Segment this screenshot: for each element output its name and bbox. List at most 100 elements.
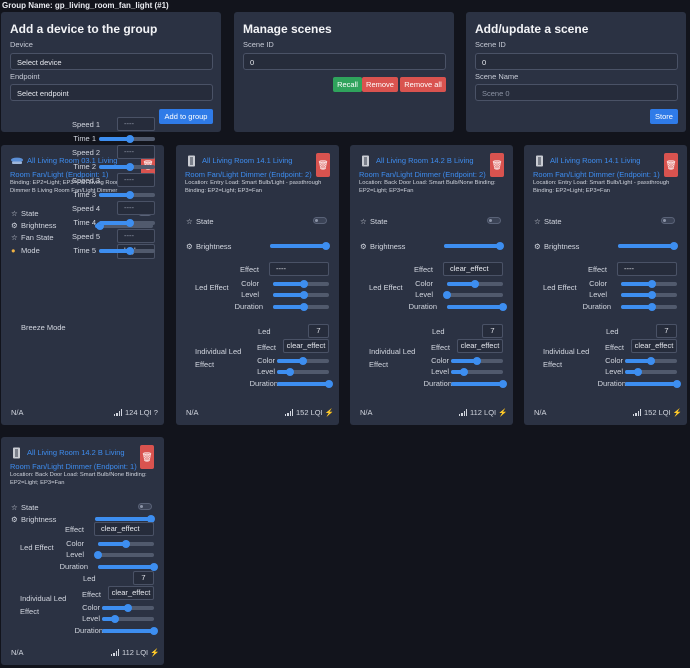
led-duration-slider[interactable]	[447, 303, 507, 311]
slider-knob[interactable]	[322, 242, 331, 250]
slider-knob[interactable]	[286, 368, 294, 376]
state-toggle[interactable]	[313, 217, 327, 224]
breeze-speed-input[interactable]: ----	[117, 117, 155, 131]
led-number-input[interactable]: 7	[133, 571, 154, 585]
store-button[interactable]: Store	[650, 109, 678, 124]
led-color-slider[interactable]	[447, 280, 503, 288]
slider-knob[interactable]	[647, 357, 655, 365]
slider-knob[interactable]	[125, 135, 134, 143]
led-number-input[interactable]: 7	[308, 324, 329, 338]
remove-button[interactable]: Remove	[362, 77, 398, 92]
remove-all-button[interactable]: Remove all	[400, 77, 446, 92]
led-level-slider[interactable]	[94, 551, 154, 559]
ind-effect-select[interactable]: clear_effect	[457, 339, 503, 353]
led-level-slider[interactable]	[621, 291, 677, 299]
breeze-speed-input[interactable]: ----	[117, 229, 155, 243]
breeze-time-slider[interactable]	[99, 191, 155, 199]
ind-effect-select[interactable]: clear_effect	[631, 339, 677, 353]
device-select[interactable]: Select device	[10, 53, 213, 70]
ind-level-slider[interactable]	[625, 368, 677, 376]
slider-knob[interactable]	[443, 291, 451, 299]
slider-knob[interactable]	[634, 368, 642, 376]
scene-name-input[interactable]: Scene 0	[475, 84, 678, 101]
slider-knob[interactable]	[325, 380, 333, 388]
ind-color-slider[interactable]	[277, 357, 329, 365]
state-toggle[interactable]	[487, 217, 501, 224]
device-name-link[interactable]: All Living Room 14.2 B Living Room Fan/L…	[10, 448, 137, 471]
breeze-speed-input[interactable]: ----	[117, 173, 155, 187]
slider-knob[interactable]	[125, 247, 134, 255]
slider-knob[interactable]	[150, 563, 158, 571]
device-name-link[interactable]: All Living Room 14.1 Living Room Fan/Lig…	[533, 156, 660, 179]
slider-knob[interactable]	[496, 242, 505, 250]
breeze-speed-input[interactable]: ----	[117, 201, 155, 215]
endpoint-select[interactable]: Select endpoint	[10, 84, 213, 101]
slider-knob[interactable]	[147, 515, 156, 523]
breeze-time-slider[interactable]	[99, 219, 155, 227]
led-level-slider[interactable]	[443, 291, 503, 299]
ind-level-slider[interactable]	[102, 615, 154, 623]
slider-knob[interactable]	[299, 357, 307, 365]
slider-knob[interactable]	[150, 627, 158, 635]
brightness-slider[interactable]	[95, 515, 156, 523]
device-name-link[interactable]: All Living Room 14.1 Living Room Fan/Lig…	[185, 156, 312, 179]
slider-knob[interactable]	[122, 540, 130, 548]
delete-device-button[interactable]: 🗑	[140, 445, 154, 469]
slider-knob[interactable]	[647, 303, 656, 311]
led-level-slider[interactable]	[273, 291, 329, 299]
device-name-link[interactable]: All Living Room 14.2 B Living Room Fan/L…	[359, 156, 486, 179]
breeze-speed-input[interactable]: ----	[117, 145, 155, 159]
ind-duration-slider[interactable]	[102, 627, 158, 635]
slider-knob[interactable]	[670, 242, 679, 250]
ind-color-slider[interactable]	[102, 604, 154, 612]
ind-color-slider[interactable]	[625, 357, 677, 365]
ind-effect-select[interactable]: clear_effect	[108, 586, 154, 600]
slider-knob[interactable]	[124, 604, 132, 612]
scene-id-input[interactable]: 0	[475, 53, 678, 70]
delete-device-button[interactable]: 🗑	[490, 153, 504, 177]
slider-knob[interactable]	[471, 280, 479, 288]
led-duration-slider[interactable]	[98, 563, 158, 571]
led-number-input[interactable]: 7	[656, 324, 677, 338]
slider-knob[interactable]	[125, 219, 134, 227]
slider-knob[interactable]	[299, 303, 308, 311]
breeze-time-slider[interactable]	[99, 247, 155, 255]
scene-id-input[interactable]: 0	[243, 53, 446, 70]
slider-knob[interactable]	[673, 380, 681, 388]
slider-knob[interactable]	[499, 380, 507, 388]
breeze-time-slider[interactable]	[99, 163, 155, 171]
slider-knob[interactable]	[95, 222, 104, 230]
delete-device-button[interactable]: 🗑	[664, 153, 678, 177]
slider-knob[interactable]	[299, 280, 308, 288]
ind-color-slider[interactable]	[451, 357, 503, 365]
led-effect-select[interactable]: ----	[269, 262, 329, 276]
led-color-slider[interactable]	[273, 280, 329, 288]
slider-knob[interactable]	[299, 291, 308, 299]
slider-knob[interactable]	[647, 280, 656, 288]
state-toggle[interactable]	[661, 217, 675, 224]
brightness-slider[interactable]	[444, 242, 505, 250]
led-effect-select[interactable]: clear_effect	[94, 522, 154, 536]
breeze-time-slider[interactable]	[99, 135, 155, 143]
ind-duration-slider[interactable]	[277, 380, 333, 388]
device-name-link[interactable]: All Living Room 03.1 Living Room Fan/Lig…	[10, 156, 118, 179]
delete-device-button[interactable]: 🗑	[316, 153, 330, 177]
add-to-group-button[interactable]: Add to group	[159, 109, 213, 124]
ind-duration-slider[interactable]	[625, 380, 681, 388]
led-color-slider[interactable]	[98, 540, 154, 548]
slider-knob[interactable]	[460, 368, 468, 376]
brightness-slider[interactable]	[95, 222, 153, 230]
brightness-slider[interactable]	[270, 242, 331, 250]
brightness-slider[interactable]	[618, 242, 679, 250]
state-toggle[interactable]	[138, 503, 152, 510]
led-duration-slider[interactable]	[273, 303, 329, 311]
ind-duration-slider[interactable]	[451, 380, 507, 388]
led-effect-select[interactable]: clear_effect	[443, 262, 503, 276]
slider-knob[interactable]	[111, 615, 119, 623]
slider-knob[interactable]	[473, 357, 481, 365]
led-effect-select[interactable]: ----	[617, 262, 677, 276]
ind-level-slider[interactable]	[451, 368, 503, 376]
slider-knob[interactable]	[647, 291, 656, 299]
led-number-input[interactable]: 7	[482, 324, 503, 338]
led-duration-slider[interactable]	[621, 303, 677, 311]
